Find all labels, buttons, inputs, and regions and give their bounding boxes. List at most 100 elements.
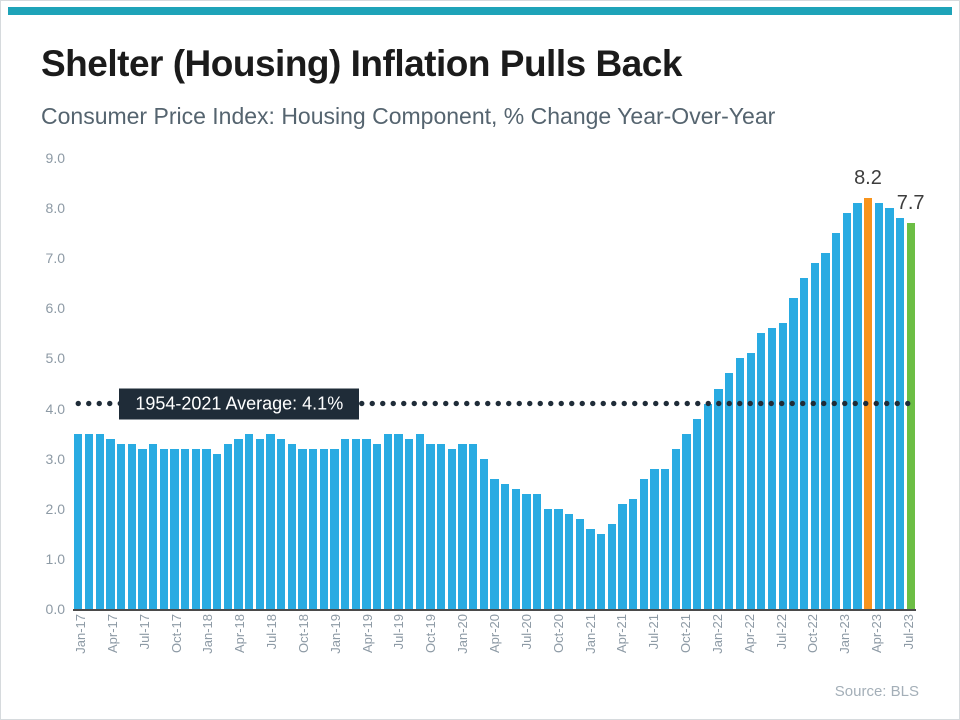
x-tick-slot [88, 614, 96, 686]
y-tick-label: 7.0 [45, 250, 65, 267]
x-tick-label: Apr-23 [869, 614, 885, 654]
bar-Feb-22 [725, 373, 734, 609]
bar-slot [297, 158, 308, 609]
bar-slot [852, 158, 863, 609]
bar-May-22 [757, 333, 766, 609]
bar-Oct-18 [298, 448, 307, 609]
bar-Nov-20 [565, 513, 574, 609]
bar-Dec-21 [703, 403, 713, 609]
bar-slot [105, 158, 116, 609]
bar-May-20 [501, 483, 510, 609]
x-tick-slot [160, 614, 168, 686]
bar-slot [607, 158, 618, 609]
x-tick-slot [319, 614, 327, 686]
bar-Jul-18 [266, 433, 275, 609]
x-tick-slot [343, 614, 351, 686]
bar-Feb-21 [597, 533, 606, 609]
x-tick-label: Jul-23 [900, 614, 916, 650]
x-tick-label: Apr-22 [741, 614, 757, 654]
bar-slot [553, 158, 564, 609]
bar-slot [532, 158, 543, 609]
bar-Mar-19 [351, 438, 360, 609]
bar-slot [276, 158, 287, 609]
bar-slot [479, 158, 490, 609]
bar-slot [425, 158, 436, 609]
bar-slot [596, 158, 607, 609]
x-tick-slot [128, 614, 136, 686]
x-tick-slot [598, 614, 606, 686]
x-tick-slot [765, 614, 773, 686]
x-tick-slot [661, 614, 669, 686]
x-tick-label: Oct-19 [423, 614, 439, 654]
x-tick-slot [470, 614, 478, 686]
bar-Sep-21 [671, 448, 681, 609]
x-tick-label: Apr-21 [614, 614, 630, 654]
bar-Feb-19 [340, 438, 350, 609]
x-tick-slot [184, 614, 192, 686]
x-tick-label: Apr-18 [232, 614, 248, 654]
x-tick-slot: Apr-18 [232, 614, 247, 686]
bar-Jun-18 [255, 438, 264, 609]
bar-Dec-19 [447, 448, 456, 609]
bar-slot [254, 158, 265, 609]
x-tick-slot: Jan-22 [710, 614, 725, 686]
chart-title: Shelter (Housing) Inflation Pulls Back [41, 43, 682, 84]
bar-slot [265, 158, 276, 609]
bar-slot [137, 158, 148, 609]
bar-Feb-20 [469, 443, 478, 609]
bar-slot [575, 158, 586, 609]
x-tick-slot [479, 614, 487, 686]
x-tick-label: Apr-20 [486, 614, 502, 654]
x-tick-label: Jan-23 [837, 614, 853, 654]
bar-Nov-22 [821, 253, 830, 609]
x-tick-label: Oct-20 [550, 614, 566, 654]
bar-Jan-20 [458, 443, 467, 609]
x-tick-slot [215, 614, 223, 686]
bar-slot [457, 158, 468, 609]
x-tick-slot [574, 614, 582, 686]
bar-slot [308, 158, 319, 609]
bar-Apr-20 [490, 478, 499, 609]
bar-Aug-21 [661, 468, 670, 609]
bar-slot [617, 158, 628, 609]
bar-slot [820, 158, 831, 609]
bar-Feb-18 [212, 453, 222, 609]
plot-area: 1954-2021 Average: 4.1% 8.2 7.7 [73, 158, 925, 611]
x-tick-slot: Jan-23 [837, 614, 852, 686]
x-tick-slot [893, 614, 901, 686]
x-tick-slot [884, 614, 892, 686]
bar-Dec-18 [319, 448, 328, 609]
x-tick-slot [256, 614, 264, 686]
bar-Aug-18 [276, 438, 286, 609]
bar-slot [681, 158, 692, 609]
bar-Sep-18 [287, 443, 296, 609]
x-tick-slot: Jul-21 [646, 614, 661, 686]
bar-slot [212, 158, 223, 609]
x-tick-slot [861, 614, 869, 686]
bar-slot [382, 158, 393, 609]
x-tick-slot: Jan-20 [455, 614, 470, 686]
bar-Jan-22 [714, 388, 723, 609]
bar-slot [73, 158, 84, 609]
bar-slot [788, 158, 799, 609]
x-tick-slot: Jan-21 [583, 614, 598, 686]
bar-Jul-21 [650, 468, 659, 609]
x-tick-slot: Oct-17 [169, 614, 184, 686]
x-tick-slot: Jul-20 [519, 614, 534, 686]
bar-slot [660, 158, 671, 609]
bar-slot [884, 158, 895, 609]
bar-slot [158, 158, 169, 609]
bar-Jan-18 [202, 448, 211, 609]
x-tick-slot [725, 614, 733, 686]
x-tick-label: Jan-17 [73, 614, 88, 654]
bar-Jan-19 [330, 448, 339, 609]
x-tick-slot [789, 614, 797, 686]
bar-Jun-21 [639, 478, 649, 609]
bar-Dec-20 [575, 518, 585, 609]
x-tick-slot [351, 614, 359, 686]
x-tick-label: Oct-18 [295, 614, 311, 654]
bar-Nov-19 [437, 443, 446, 609]
bar-Jul-17 [138, 448, 147, 609]
bar-Mar-22 [735, 358, 745, 609]
bar-slot [873, 158, 884, 609]
